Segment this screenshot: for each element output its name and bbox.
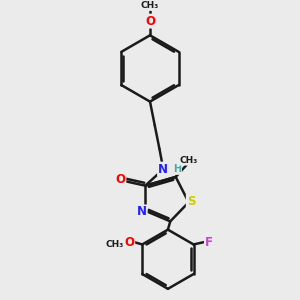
- Text: CH₃: CH₃: [106, 240, 124, 249]
- Text: N: N: [137, 206, 147, 218]
- Text: O: O: [145, 15, 155, 28]
- Text: N: N: [158, 163, 168, 176]
- Text: F: F: [205, 236, 213, 249]
- Text: CH₃: CH₃: [180, 156, 198, 165]
- Text: O: O: [124, 236, 134, 249]
- Text: H: H: [173, 164, 181, 174]
- Text: O: O: [116, 173, 125, 186]
- Text: S: S: [187, 195, 195, 208]
- Text: CH₃: CH₃: [141, 1, 159, 10]
